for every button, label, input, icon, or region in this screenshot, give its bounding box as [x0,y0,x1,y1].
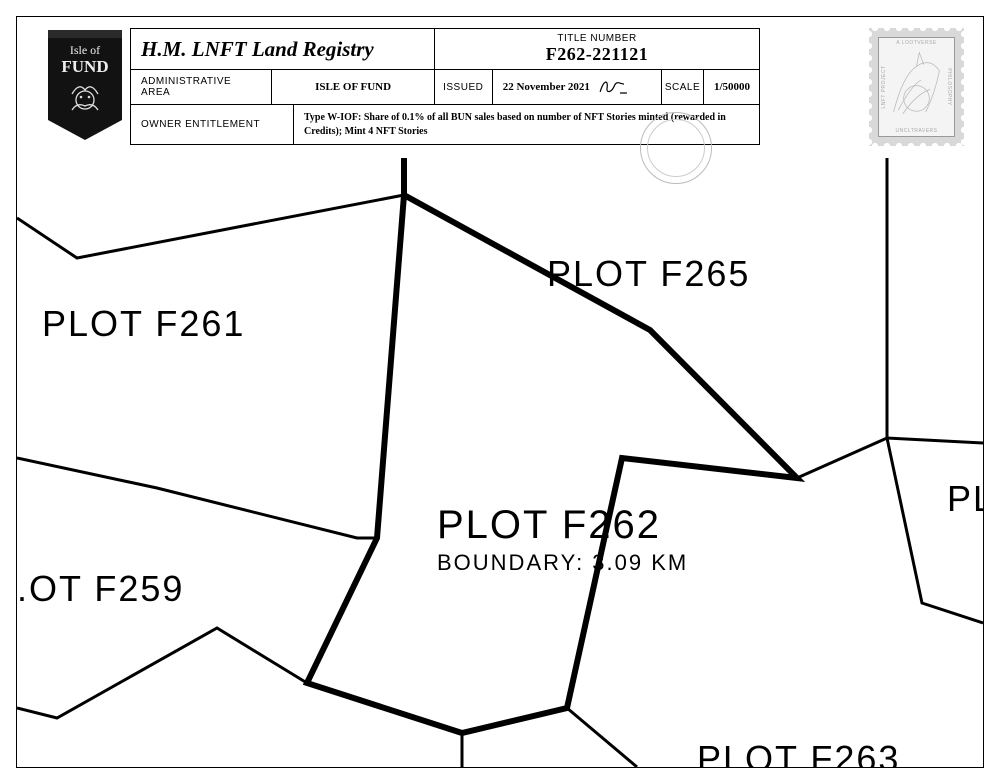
issued-date: 22 November 2021 [503,81,590,93]
title-number-value: F262-221121 [546,44,649,65]
plot-label: PLOT F262BOUNDARY: 3.09 KM [437,503,688,576]
badge-line2-svg: FUND [61,57,108,76]
owner-entitlement-label: OWNER ENTITLEMENT [131,105,294,144]
plot-label: .OT F259 [17,568,184,610]
plot-boundary-label: BOUNDARY: 3.09 KM [437,550,688,576]
badge-line1-svg: Isle of [70,43,100,57]
title-number-label: TITLE NUMBER [557,33,636,44]
registry-title: H.M. LNFT Land Registry [131,29,435,69]
plot-label: PLOT F263 [697,738,900,767]
stamp-band-left: LNFT PROJECT [881,52,887,122]
issued-label: ISSUED [443,82,483,93]
stamp-band-right: PHILOSOPHY [946,52,952,122]
isle-of-fund-badge: Isle of FUND [46,28,124,146]
plot-map: PLOT F262BOUNDARY: 3.09 KM PLOT F261 PLOT … [17,158,983,767]
postage-stamp: A LOOTVERSE UNCLTRAVERS LNFT PROJECT PHI… [869,28,964,156]
stamp-illustration-icon [889,48,944,121]
scale-value: 1/50000 [714,81,750,93]
scale-label: SCALE [665,82,700,93]
admin-area-value: ISLE OF FUND [315,81,391,93]
plot-map-svg [17,158,983,767]
stamp-band-top: A LOOTVERSE [879,40,954,46]
stamp-band-bottom: UNCLTRAVERS [879,128,954,134]
signature-icon [598,78,628,96]
plot-label: PLOT F265 [547,253,750,295]
plot-label: PL [947,478,983,520]
plot-label: PLOT F261 [42,303,245,345]
admin-area-label: ADMINISTRATIVE AREA [141,76,261,98]
